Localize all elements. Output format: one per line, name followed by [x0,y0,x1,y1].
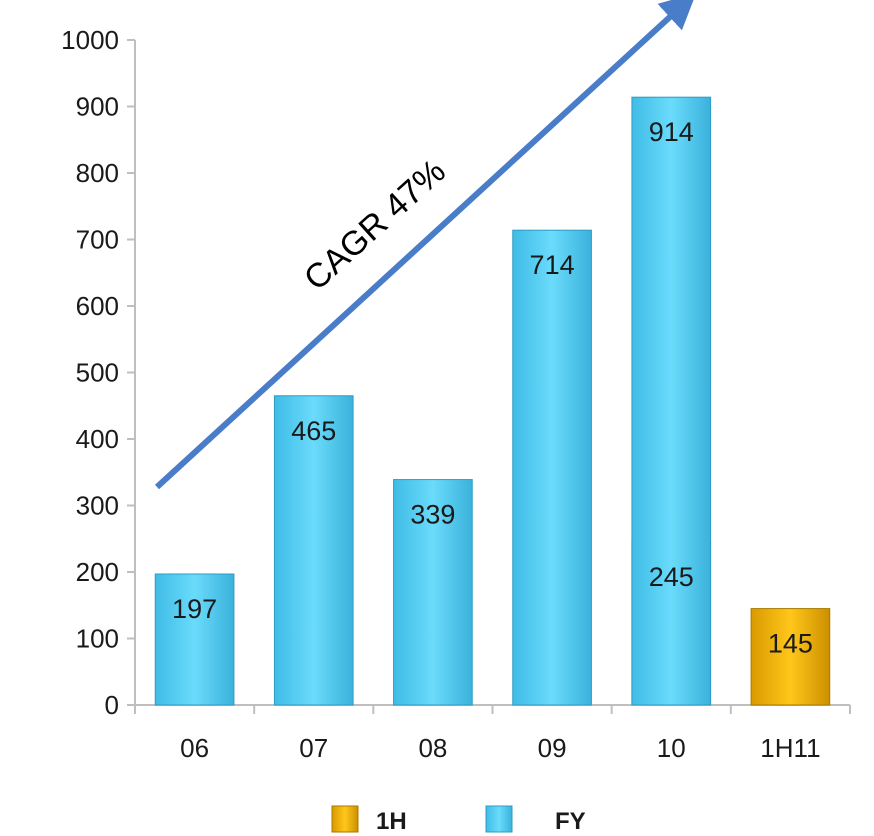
legend-label-1h: 1H [376,808,407,835]
bar-fy-07 [273,395,354,706]
bar-1h-1h11 [750,608,831,706]
x-tick-label: 1H11 [760,733,820,763]
bars [154,96,831,706]
x-tick-label: 07 [299,733,328,763]
data-label: 339 [410,500,455,530]
y-tick-label: 100 [76,624,119,654]
y-tick-label: 500 [76,358,119,388]
legend-label-fy: FY [555,808,586,835]
x-tick-label: 08 [418,733,447,763]
y-tick-label: 900 [76,92,119,122]
x-tick-label: 06 [180,733,209,763]
cagr-arrow [154,0,697,490]
bar-fy-06 [154,573,235,706]
x-tick-label: 09 [538,733,567,763]
y-tick-label: 600 [76,291,119,321]
data-label: 245 [649,562,694,592]
bar-fy-10 [631,96,712,706]
y-tick-label: 0 [105,690,119,720]
y-tick-label: 300 [76,491,119,521]
data-label: 145 [768,629,813,659]
cagr-label: CAGR 47% [297,152,453,298]
legend: 1H FY [331,805,586,835]
data-label: 914 [649,117,694,147]
bar-fy-09 [512,229,592,706]
y-tick-label: 700 [76,225,119,255]
x-tick-label: 10 [657,733,686,763]
data-label: 714 [530,250,575,280]
data-label: 465 [291,416,336,446]
y-tick-label: 200 [76,557,119,587]
legend-swatch-fy [485,805,513,833]
data-labels: 197 465 339 714 914 245 145 [172,117,813,658]
y-tick-label: 800 [76,158,119,188]
bar-fy-08 [393,479,473,706]
y-tick-label: 1000 [61,25,119,55]
y-tick-label: 400 [76,424,119,454]
legend-swatch-1h [331,805,359,833]
cagr-annotation: CAGR 47% [154,0,697,490]
data-label: 197 [172,594,217,624]
axes: 0 100 200 300 400 500 600 700 800 900 1000 06 07 08 09… [61,25,851,763]
